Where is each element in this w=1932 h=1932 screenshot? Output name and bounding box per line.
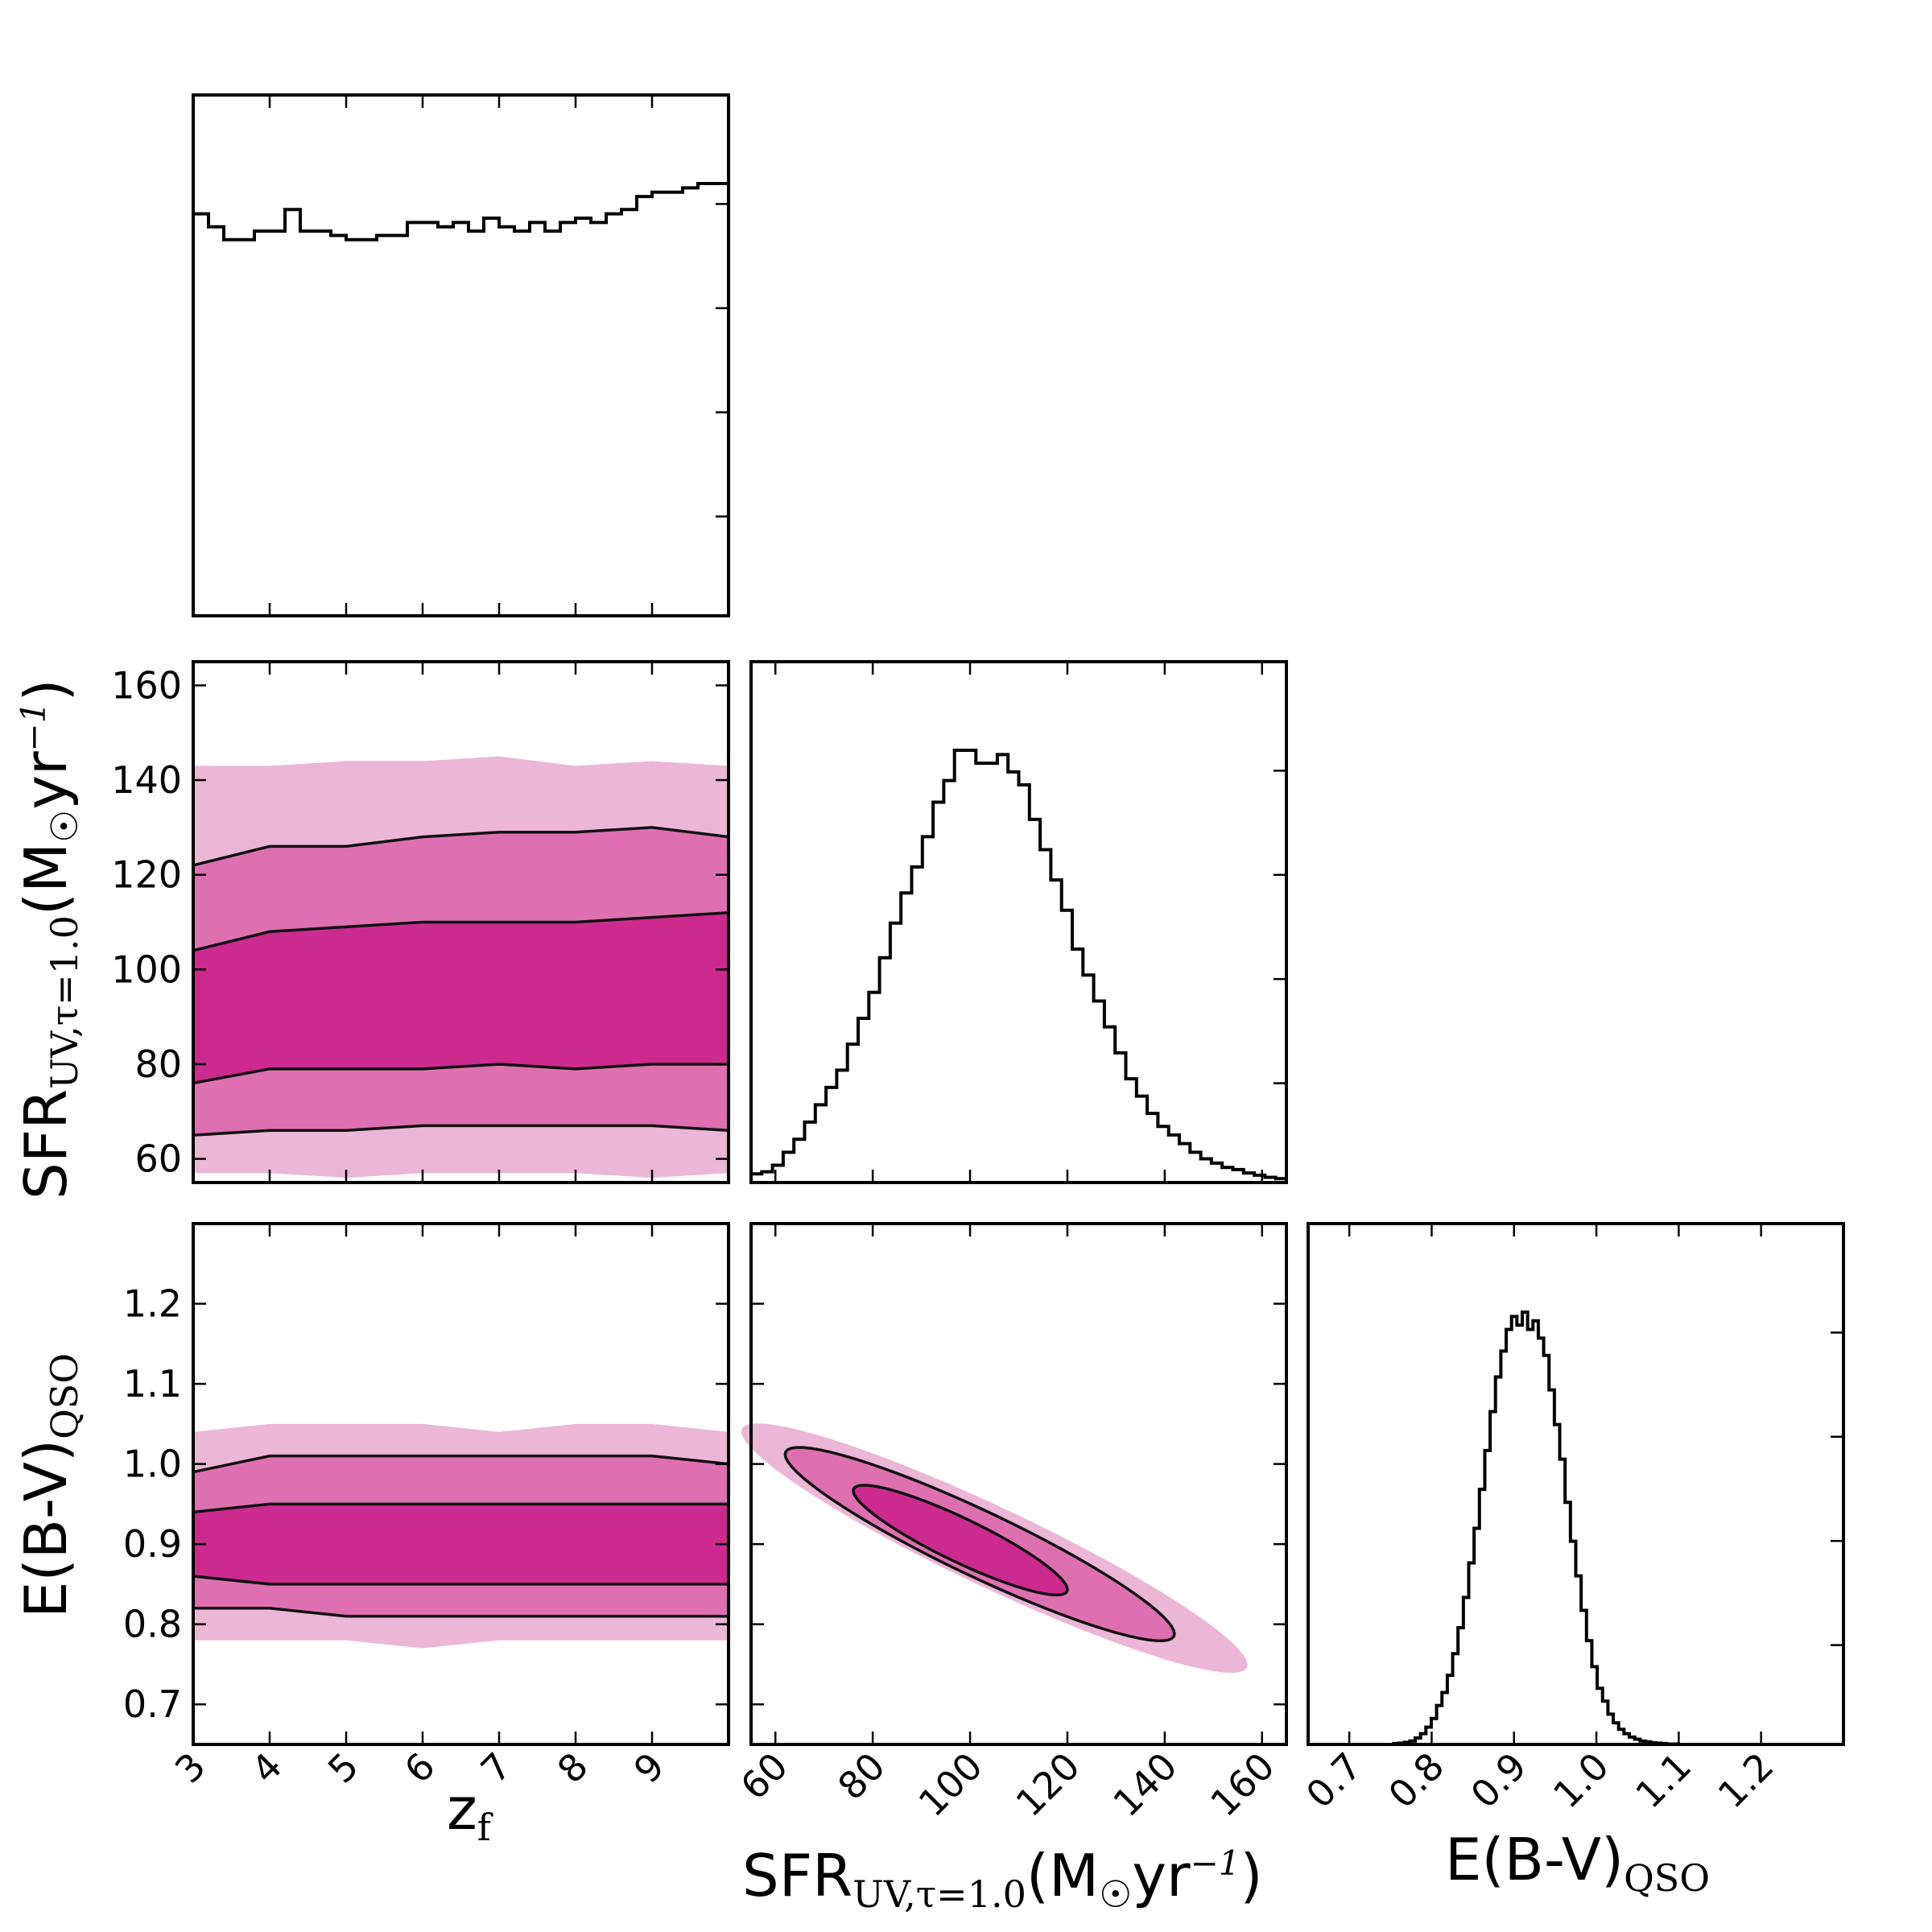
sfr-x-label-unit-open: (M [1026, 1842, 1099, 1909]
x-tick-label-ebv: 0.9 [1463, 1744, 1535, 1817]
sfr-label-sup: −1 [14, 702, 53, 752]
contour-1sigma [852, 1484, 1069, 1597]
contour-line-lower-2sigma [192, 1124, 729, 1137]
y-tick-label-sfr: 100 [111, 947, 182, 991]
x-tick-label-sfr: 120 [1007, 1744, 1088, 1825]
panel-ebv-vs-zf: 3 4 5 6 7 8 9 0.7 0.8 0.9 1.0 1.1 1.2 [123, 1222, 730, 1792]
contour-line-lower-2sigma [193, 1607, 729, 1618]
ebv-x-label-sub: QSO [1624, 1856, 1710, 1900]
y-tick-label-ebv: 1.2 [123, 1282, 182, 1326]
sfr-x-label-unit-close: ) [1240, 1842, 1262, 1909]
y-tick-label-ebv: 0.8 [123, 1603, 182, 1646]
sfr-x-label-sub: UV,τ=1.0 [852, 1872, 1026, 1916]
panel-hist-zf [192, 93, 730, 617]
y-tick-label-ebv: 0.9 [123, 1522, 182, 1566]
sun-symbol-x: ☉ [1099, 1872, 1132, 1916]
x-tick-label-sfr: 140 [1104, 1744, 1185, 1825]
sfr-label-sub: UV,τ=1.0 [43, 915, 86, 1089]
sfr-label-unit-mid: yr [12, 751, 80, 810]
zf-label-base: z [447, 1775, 477, 1843]
y-tick-label-ebv: 1.1 [123, 1362, 182, 1406]
zf-label-sub: f [477, 1806, 493, 1849]
histogram-step-zf [193, 182, 729, 242]
x-tick-label-ebv: 1.1 [1627, 1744, 1699, 1817]
sfr-label-unit-open: (M [12, 843, 80, 915]
y-tick-label-sfr: 160 [111, 663, 182, 707]
panel-hist-sfr [749, 660, 1288, 1184]
y-tick-label-sfr: 60 [134, 1137, 182, 1181]
xlabel-ebv: E(B-V)QSO [1445, 1826, 1710, 1900]
x-tick-label-zf: 8 [549, 1744, 597, 1792]
x-tick-label-ebv: 1.2 [1710, 1744, 1782, 1817]
x-tick-label-sfr: 160 [1202, 1744, 1282, 1825]
x-tick-label-sfr: 80 [829, 1744, 894, 1809]
xlabel-sfr: SFRUV,τ=1.0(M☉yr−1) [742, 1842, 1263, 1916]
x-tick-label-zf: 6 [396, 1744, 444, 1792]
ebv-sfr-frame [749, 1222, 1288, 1746]
hist-zf-frame [192, 93, 730, 617]
x-tick-label-sfr: 60 [732, 1744, 796, 1809]
hist-sfr-frame [749, 660, 1288, 1184]
panel-ebv-vs-sfr: 60 80 100 120 140 160 [732, 1222, 1288, 1825]
contour-fill-1sigma [193, 1504, 729, 1584]
sfr-x-label-base: SFR [742, 1842, 852, 1909]
x-tick-label-sfr: 100 [910, 1744, 991, 1825]
y-tick-label-ebv: 0.7 [123, 1682, 182, 1726]
x-tick-label-zf: 7 [473, 1744, 520, 1792]
x-tick-label-ebv: 0.8 [1380, 1744, 1452, 1817]
xlabel-zf: zf [447, 1775, 493, 1849]
contour-line-upper-2sigma [192, 826, 729, 867]
y-tick-label-sfr: 120 [111, 853, 182, 897]
sfr-zf-frame [192, 660, 730, 1184]
contour-fill-1sigma [193, 912, 729, 1084]
x-tick-label-zf: 9 [625, 1744, 673, 1792]
panel-sfr-vs-zf: 60 80 100 120 140 160 [111, 660, 730, 1184]
ebv-label-sub: QSO [43, 1353, 86, 1439]
x-tick-label-zf: 5 [320, 1744, 367, 1792]
panel-hist-ebv: 0.7 0.8 0.9 1.0 1.1 1.2 [1298, 1222, 1845, 1817]
sfr-label-unit-close: ) [12, 679, 80, 701]
sfr-x-label-unit-mid: yr [1132, 1842, 1191, 1909]
hist-ebv-frame [1307, 1222, 1845, 1746]
ebv-x-label-base: E(B-V) [1445, 1826, 1624, 1893]
histogram-step-sfr [751, 749, 1286, 1181]
contour-line-upper-2sigma [192, 1454, 729, 1474]
y-tick-label-ebv: 1.0 [123, 1443, 182, 1486]
contour-line-lower-1sigma [192, 1575, 729, 1586]
contour-line-lower-1sigma [192, 1063, 729, 1085]
x-tick-label-zf: 4 [243, 1744, 291, 1792]
contour-line-upper-1sigma [192, 1502, 729, 1514]
y-tick-label-sfr: 140 [111, 758, 182, 802]
sfr-x-label-sup: −1 [1191, 1843, 1241, 1883]
ylabel-ebv: E(B-V)QSO [12, 1353, 86, 1618]
sun-symbol: ☉ [43, 810, 86, 843]
ebv-label-base: E(B-V) [12, 1439, 80, 1618]
x-tick-label-ebv: 1.0 [1545, 1744, 1617, 1817]
sfr-label-base: SFR [12, 1089, 80, 1199]
ebv-zf-frame [192, 1222, 730, 1746]
histogram-step-ebv [1308, 1311, 1843, 1746]
contour-line-upper-1sigma [192, 910, 729, 952]
y-tick-label-sfr: 80 [134, 1042, 182, 1086]
x-tick-label-ebv: 0.7 [1298, 1744, 1370, 1817]
x-tick-label-zf: 3 [167, 1744, 214, 1792]
ylabel-sfr: SFRUV,τ=1.0(M☉yr−1) [12, 679, 86, 1199]
